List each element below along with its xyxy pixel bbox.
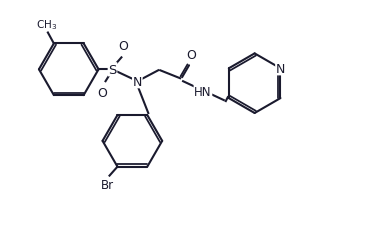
Text: S: S	[108, 64, 117, 76]
Text: CH$_3$: CH$_3$	[36, 18, 57, 31]
Text: O: O	[98, 87, 107, 100]
Text: N: N	[133, 75, 142, 88]
Text: HN: HN	[194, 85, 212, 98]
Text: Br: Br	[101, 178, 114, 191]
Text: O: O	[118, 40, 128, 53]
Text: O: O	[186, 49, 196, 62]
Text: N: N	[276, 63, 285, 76]
